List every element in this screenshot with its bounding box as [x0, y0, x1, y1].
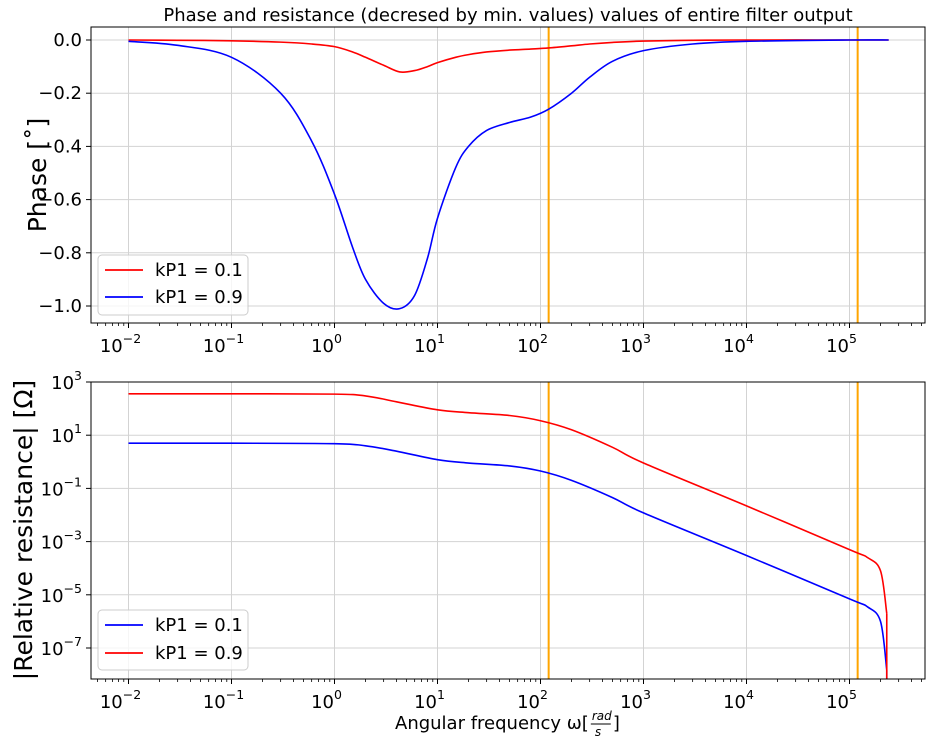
x-tick-label: 104 [723, 331, 754, 357]
x-tick-label: 105 [826, 331, 857, 357]
phase-x-ticks: 10−2 10−1 100 101 102 103 104 105 [97, 323, 922, 357]
x-axis-label: Angular frequency ω[ [395, 713, 589, 734]
resistance-legend-label-1: kP1 = 0.1 [155, 615, 243, 636]
x-tick-label: 100 [311, 331, 342, 357]
resistance-legend-label-2: kP1 = 0.9 [155, 643, 243, 664]
x-tick-label: 103 [620, 331, 651, 357]
phase-y-ticks: 0.0 −0.2 −0.4 −0.6 −0.8 −1.0 [38, 30, 91, 317]
phase-y-label: Phase [˚] [23, 118, 52, 233]
resistance-vlines [547, 382, 859, 679]
resistance-legend: kP1 = 0.1 kP1 = 0.9 [97, 609, 249, 671]
resistance-plot: 10−2 10−1 100 101 102 103 104 105 10310110−110−… [9, 368, 926, 739]
y-tick-label: −0.2 [38, 83, 82, 104]
y-tick-label: −0.8 [38, 243, 82, 264]
x-tick-label: 105 [826, 687, 857, 713]
y-tick-label: 0.0 [53, 30, 82, 51]
resistance-series [128, 392, 888, 679]
y-tick-label: −0.4 [38, 136, 82, 157]
resistance-x-ticks: 10−2 10−1 100 101 102 103 104 105 [97, 679, 922, 713]
chart-title: Phase and resistance (decresed by min. v… [163, 5, 852, 26]
y-tick-label: 10−7 [41, 634, 82, 660]
x-tick-label: 101 [414, 331, 445, 357]
y-tick-label: 10−1 [41, 474, 82, 500]
y-tick-label: 101 [51, 421, 82, 447]
x-axis-label-numerator: rad [592, 709, 612, 723]
series-line [128, 39, 889, 74]
y-tick-label: −1.0 [38, 296, 82, 317]
resistance-y-label: |Relative resistance| [Ω] [9, 380, 38, 680]
x-axis-label-end: ] [613, 713, 620, 734]
y-tick-label: 103 [51, 368, 82, 394]
phase-vlines [547, 27, 859, 323]
series-line [128, 442, 888, 671]
x-tick-label: 10−2 [100, 687, 141, 713]
resistance-y-ticks: 103 101 10−1 10−3 10−5 10−7 [41, 368, 91, 660]
x-axis-label-fraction: rad s ] [590, 709, 620, 739]
phase-legend: kP1 = 0.1 kP1 = 0.9 [97, 254, 249, 316]
y-tick-label: 10−3 [41, 528, 82, 554]
y-tick-label: −0.6 [38, 190, 82, 211]
y-tick-label: 10−5 [41, 581, 82, 607]
phase-series [128, 39, 889, 310]
x-tick-label: 10−2 [100, 331, 141, 357]
x-tick-label: 102 [517, 687, 548, 713]
series-line [128, 392, 888, 614]
phase-plot: 10−2 10−1 100 101 102 103 104 105 0.0 −0.2 −0.4 −0… [23, 26, 926, 357]
x-tick-label: 10−1 [203, 687, 244, 713]
x-axis-label-denominator: s [595, 725, 601, 739]
x-tick-label: 102 [517, 331, 548, 357]
x-tick-label: 101 [414, 687, 445, 713]
x-tick-label: 104 [723, 687, 754, 713]
x-tick-label: 10−1 [203, 331, 244, 357]
series-line [128, 39, 889, 310]
x-tick-label: 103 [620, 687, 651, 713]
phase-legend-label-1: kP1 = 0.1 [155, 260, 243, 281]
resistance-axes-frame [90, 381, 926, 680]
x-tick-label: 100 [311, 687, 342, 713]
phase-legend-label-2: kP1 = 0.9 [155, 287, 243, 308]
x-axis-label-main: Angular frequency ω[ [395, 713, 589, 734]
phase-axes-frame [90, 26, 926, 324]
